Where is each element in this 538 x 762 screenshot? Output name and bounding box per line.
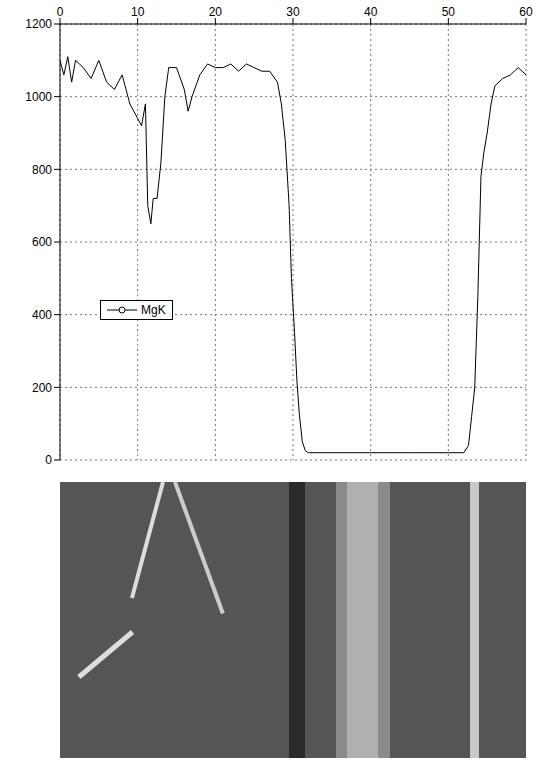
svg-text:10: 10 — [131, 5, 145, 19]
svg-text:40: 40 — [364, 5, 378, 19]
svg-text:0: 0 — [57, 5, 64, 19]
svg-text:1000: 1000 — [25, 90, 52, 104]
svg-text:400: 400 — [32, 308, 52, 322]
svg-text:1200: 1200 — [25, 17, 52, 31]
html-text:MgK: MgK — [141, 303, 166, 317]
svg-text:600: 600 — [32, 235, 52, 249]
svg-text:60: 60 — [519, 5, 533, 19]
svg-text:50: 50 — [442, 5, 456, 19]
svg-text:30: 30 — [286, 5, 300, 19]
svg-text:0: 0 — [45, 453, 52, 467]
svg-text:200: 200 — [32, 381, 52, 395]
svg-text:20: 20 — [209, 5, 223, 19]
svg-text:800: 800 — [32, 163, 52, 177]
